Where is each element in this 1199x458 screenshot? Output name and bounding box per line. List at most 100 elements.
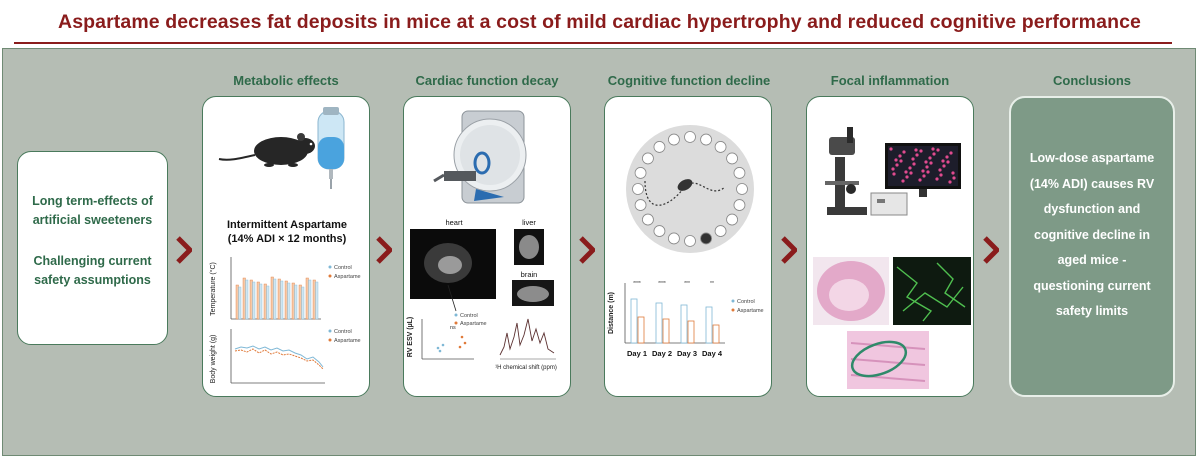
cell-dot: [889, 147, 893, 151]
heading-inflammation: Focal inflammation: [830, 73, 950, 88]
legend-aspartame: Aspartame: [460, 321, 487, 327]
body-weight-ylabel: Body weight (g): [210, 335, 217, 384]
temperature-bar: [266, 285, 270, 320]
conclusion-line: questioning current: [1033, 278, 1151, 293]
caption-line-1: Intermittent Aspartame: [227, 219, 347, 231]
cell-dot: [912, 162, 916, 166]
cell-dot: [898, 154, 902, 158]
page-title: Aspartame decreases fat deposits in mice…: [58, 11, 1141, 33]
cell-dot: [926, 170, 930, 174]
heading-conclusions: Conclusions: [1052, 73, 1131, 88]
control-bar: [655, 302, 663, 344]
aspartame-bar: [662, 318, 670, 344]
cell-dot: [925, 165, 929, 169]
cell-dot: [914, 148, 918, 152]
maze-hole: [700, 133, 712, 146]
inflammation-illustration: [813, 127, 971, 389]
label-heart: heart: [445, 218, 463, 227]
day-3-label: Day 3: [677, 349, 697, 358]
chevron-right-icon: [579, 236, 595, 264]
cell-dot: [911, 157, 915, 161]
caption-line-2: (14% ADI × 12 months): [228, 233, 347, 245]
cell-dot: [929, 161, 933, 165]
cell-dot: [918, 178, 922, 182]
sig-day-1: ****: [633, 281, 641, 287]
cell-dot: [902, 150, 906, 154]
microscope-icon: [825, 127, 867, 215]
cell-dot: [915, 153, 919, 157]
aspartame-bar: [687, 320, 695, 344]
day-4-label: Day 4: [702, 349, 723, 358]
esv-ylabel: RV ESV (µL): [407, 317, 414, 357]
heading-cardiac: Cardiac function decay: [415, 73, 559, 88]
mri-scanner-icon: [433, 110, 527, 204]
temperature-bar: [259, 283, 263, 320]
cell-dot: [895, 163, 899, 167]
temperature-bar: [238, 286, 242, 320]
aspartame-bar: [712, 324, 720, 344]
temperature-bar: [315, 281, 319, 320]
legend-aspartame: Aspartame: [334, 338, 361, 344]
maze-hole: [726, 213, 738, 226]
maze-hole: [642, 152, 654, 165]
barnes-maze-icon: [626, 125, 754, 253]
cell-dot: [928, 156, 932, 160]
intro-panel: Long term-effects of artificial sweetene…: [17, 151, 168, 345]
cell-dot: [919, 149, 923, 153]
temperature-bar: [287, 282, 291, 320]
cell-dot: [951, 171, 955, 175]
legend-control: Control: [334, 329, 352, 335]
conclusion-line: aged mice -: [1057, 253, 1127, 267]
cell-dot: [924, 160, 928, 164]
temperature-bar: [256, 281, 260, 320]
cell-dot: [939, 173, 943, 177]
heading-metabolic: Metabolic effects: [233, 73, 339, 88]
cognitive-panel: Distance (m) Day 1 Day 2 Day 3 Day 4 ***…: [604, 96, 772, 397]
maze-hole: [726, 152, 738, 165]
title-underline: [14, 42, 1172, 44]
maze-hole: [700, 232, 712, 245]
temperature-bar: [280, 280, 284, 320]
sig-day-4: **: [710, 281, 714, 287]
temperature-bar: [249, 279, 253, 320]
maze-hole: [736, 183, 748, 195]
legend-control: Control: [460, 313, 478, 319]
temperature-bar: [294, 284, 298, 320]
intro-line-2a: Challenging current: [33, 254, 152, 268]
legend-aspartame: Aspartame: [737, 308, 764, 314]
temperature-bar: [242, 277, 246, 320]
day-1-label: Day 1: [627, 349, 647, 358]
conclusions-panel: Low-dose aspartame (14% ADI) causes RV d…: [1009, 96, 1175, 397]
temperature-ylabel: Temperature (°C): [209, 262, 217, 316]
maze-hole: [634, 199, 647, 211]
cell-dot: [908, 166, 912, 170]
cell-dot: [904, 170, 908, 174]
conclusion-line: dysfunction and: [1043, 202, 1141, 216]
maze-hole: [632, 183, 644, 195]
legend-aspartame: Aspartame: [334, 274, 361, 280]
metabolic-panel: Intermittent Aspartame (14% ADI × 12 mon…: [202, 96, 370, 397]
cardiac-panel: heart liver brain RV ESV (µL) ns Control…: [403, 96, 571, 397]
temperature-bar: [263, 283, 267, 320]
mouse-icon: [218, 133, 315, 167]
cell-dot: [948, 180, 952, 184]
chevron-right-icon: [983, 236, 999, 264]
cell-dot: [899, 159, 903, 163]
cell-dot: [931, 147, 935, 151]
label-liver: liver: [522, 218, 536, 227]
cell-dot: [935, 177, 939, 181]
spectrum-line: [499, 318, 555, 356]
water-bottle-icon: [317, 107, 345, 189]
control-bar: [705, 306, 713, 344]
cell-dot: [946, 160, 950, 164]
temperature-bar: [308, 279, 312, 320]
cognitive-illustration: Distance (m) Day 1 Day 2 Day 3 Day 4 ***…: [608, 125, 764, 358]
temperature-bar: [298, 284, 302, 320]
temperature-bar: [252, 281, 256, 320]
temperature-bar: [273, 278, 277, 320]
cardiac-illustration: heart liver brain RV ESV (µL) ns Control…: [407, 110, 557, 371]
cell-dot: [894, 158, 898, 162]
maze-hole: [733, 199, 746, 211]
maze-hole: [714, 225, 727, 237]
maze-hole: [684, 235, 696, 247]
